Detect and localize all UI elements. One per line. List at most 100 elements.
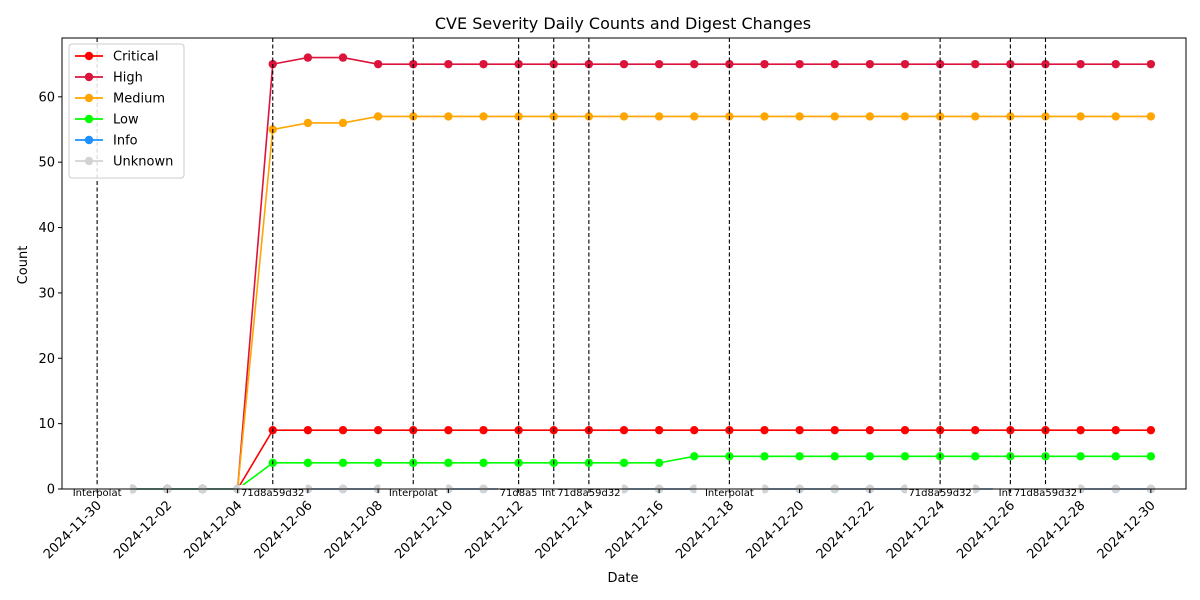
point-high <box>865 59 875 69</box>
point-critical <box>1111 425 1120 435</box>
digest-change-label: 71d8a5 <box>500 488 538 499</box>
point-low <box>830 452 839 461</box>
point-medium <box>971 112 980 121</box>
point-low <box>971 452 980 461</box>
plot-frame <box>61 37 1187 490</box>
point-critical <box>795 425 804 435</box>
point-critical <box>654 425 664 435</box>
x-tick-label: 2024-12-28 <box>1024 498 1088 562</box>
x-axis: 2024-11-30 2024-12-02 2024-12-04 2024-12-06… <box>41 489 1159 562</box>
point-critical <box>690 425 699 435</box>
y-tick-label: 20 <box>38 352 55 367</box>
point-high <box>1076 59 1085 69</box>
point-high <box>900 59 910 69</box>
point-critical <box>830 425 839 435</box>
point-low <box>619 458 629 468</box>
point-medium <box>760 112 769 121</box>
point-medium <box>303 118 313 128</box>
y-axis: 0 10 20 30 40 50 60 <box>38 90 62 498</box>
x-tick-label: 2024-12-14 <box>533 498 597 562</box>
point-low <box>444 458 453 468</box>
point-critical <box>900 425 910 435</box>
point-critical <box>619 425 629 435</box>
point-critical <box>303 425 313 435</box>
point-medium <box>479 112 488 121</box>
legend-label-info: Info <box>113 134 138 149</box>
legend-label-medium: Medium <box>113 92 165 107</box>
x-tick-label: 2024-12-04 <box>181 498 245 562</box>
point-critical <box>971 425 980 435</box>
point-high <box>444 59 453 69</box>
point-medium <box>338 118 348 128</box>
y-tick-label: 30 <box>38 286 55 301</box>
x-tick-label: 2024-12-02 <box>111 498 175 562</box>
point-medium <box>795 112 804 121</box>
x-tick-label: 2024-12-08 <box>322 498 386 562</box>
x-axis-label: Date <box>607 571 638 586</box>
point-high <box>654 59 664 69</box>
point-medium <box>690 112 699 121</box>
point-high <box>338 53 348 62</box>
point-high <box>479 59 488 69</box>
x-tick-label: 2024-12-20 <box>743 498 807 562</box>
point-high <box>760 59 769 69</box>
x-tick-label: 2024-12-24 <box>884 498 948 562</box>
y-axis-label: Count <box>16 246 31 285</box>
digest-change-label-bg <box>380 485 447 497</box>
point-low <box>338 458 348 468</box>
legend: Critical High Medium Low Info Unknown <box>68 43 185 179</box>
digest-change-label: Inter <box>542 488 566 499</box>
y-tick-label: 40 <box>38 221 55 236</box>
point-medium <box>900 112 910 121</box>
x-tick-label: 2024-12-26 <box>954 498 1018 562</box>
point-low <box>373 458 383 468</box>
y-tick-label: 50 <box>38 156 55 171</box>
x-tick-label: 2024-12-06 <box>252 498 316 562</box>
point-low <box>865 452 875 461</box>
point-critical <box>338 425 348 435</box>
point-medium <box>373 112 383 121</box>
y-tick-label: 0 <box>47 483 55 498</box>
plot-area: Interpolat 71d8a59d32 Interpolat 71d8a5 Inte… <box>64 38 1156 499</box>
point-medium <box>865 112 875 121</box>
point-critical <box>1076 425 1085 435</box>
chart-title: CVE Severity Daily Counts and Digest Cha… <box>435 14 811 33</box>
x-tick-label: 2024-11-30 <box>41 498 105 562</box>
point-medium <box>1111 112 1120 121</box>
legend-marker-medium <box>84 93 94 103</box>
point-low <box>760 452 769 461</box>
point-medium <box>654 112 664 121</box>
y-tick-label: 60 <box>38 90 55 105</box>
point-critical <box>479 425 488 435</box>
legend-marker-low <box>84 114 94 124</box>
digest-change-label: Inter <box>999 488 1023 499</box>
point-low <box>900 452 910 461</box>
digest-change-label: Interpolat <box>73 488 122 499</box>
digest-change-label-bg <box>1012 485 1079 497</box>
x-tick-label: 2024-12-30 <box>1095 498 1159 562</box>
digest-change-label: Interpolat <box>389 488 438 499</box>
point-high <box>690 59 699 69</box>
point-low <box>690 452 699 461</box>
point-low <box>795 452 804 461</box>
point-low <box>1111 452 1120 461</box>
point-medium <box>830 112 839 121</box>
x-tick-label: 2024-12-22 <box>814 498 878 562</box>
point-high <box>1111 59 1120 69</box>
point-high <box>373 59 383 69</box>
legend-marker-critical <box>84 51 94 61</box>
legend-label-low: Low <box>113 113 139 128</box>
legend-marker-high <box>84 72 94 82</box>
legend-label-high: High <box>113 71 143 86</box>
x-tick-label: 2024-12-12 <box>462 498 526 562</box>
point-low <box>479 458 488 468</box>
digest-change-label: 71d8a59d32 <box>908 488 971 499</box>
y-tick-label: 10 <box>38 417 55 432</box>
point-critical <box>373 425 383 435</box>
digest-change-label-bg <box>239 485 306 497</box>
point-high <box>619 59 629 69</box>
point-medium <box>1146 112 1156 121</box>
point-high <box>303 53 313 62</box>
legend-marker-unknown <box>84 156 94 166</box>
digest-change-label: 71d8a59d32 <box>557 488 620 499</box>
